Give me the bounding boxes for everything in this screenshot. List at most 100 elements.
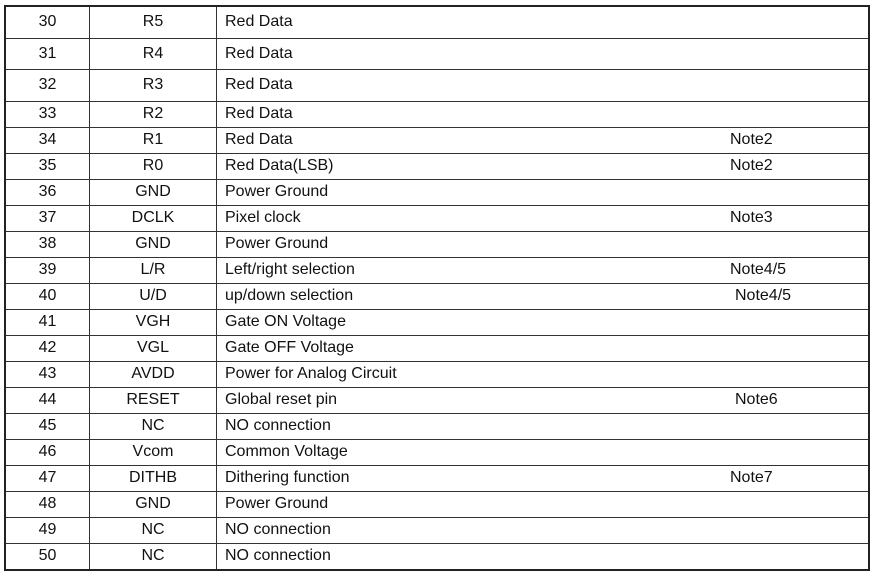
pin-description: Gate OFF Voltage [225,339,354,356]
pin-description-cell: Power Ground [216,230,870,258]
pin-symbol: GND [89,490,217,518]
pin-number: 30 [4,5,90,39]
pin-description: Power for Analog Circuit [225,365,397,382]
pin-description: Power Ground [225,235,329,252]
pin-description-cell: Left/right selection Note4/5 [216,256,870,284]
pin-symbol: R2 [89,100,217,128]
pin-description: Left/right selection [225,261,355,278]
pin-number: 32 [4,69,90,102]
table-row: 47 DITHB Dithering function Note7 [4,464,870,492]
pin-symbol: R1 [89,126,217,154]
pin-note: Note4/5 [735,287,792,304]
pin-number: 33 [4,100,90,128]
pin-number: 47 [4,464,90,492]
table-row: 50 NC NO connection [4,542,870,570]
pin-symbol: DCLK [89,204,217,232]
table-row: 41 VGH Gate ON Voltage [4,308,870,336]
pin-symbol: RESET [89,386,217,414]
pin-description-cell: NO connection [216,412,870,440]
pin-description: Power Ground [225,495,329,512]
pin-description-cell: Power Ground [216,490,870,518]
table-row: 35 R0 Red Data(LSB) Note2 [4,152,870,180]
pin-description: NO connection [225,547,331,564]
pin-symbol: L/R [89,256,217,284]
pin-symbol: R0 [89,152,217,180]
table-row: 42 VGL Gate OFF Voltage [4,334,870,362]
pin-description: Red Data [225,105,293,122]
pin-number: 42 [4,334,90,362]
pin-number: 38 [4,230,90,258]
table-row: 33 R2 Red Data [4,100,870,128]
pin-description-cell: Common Voltage [216,438,870,466]
pin-description: Dithering function [225,469,350,486]
pin-description-cell: NO connection [216,516,870,544]
pin-number: 48 [4,490,90,518]
pin-description-cell: Gate OFF Voltage [216,334,870,362]
pin-number: 36 [4,178,90,206]
table-row: 45 NC NO connection [4,412,870,440]
table-row: 44 RESET Global reset pin Note6 [4,386,870,414]
pin-description-cell: NO connection [216,542,870,570]
pin-description-cell: Power for Analog Circuit [216,360,870,388]
pin-description: Red Data [225,44,293,62]
pin-note: Note2 [730,131,773,148]
pin-description: NO connection [225,521,331,538]
pin-symbol: NC [89,516,217,544]
pin-description-cell: Red Data [216,5,870,39]
table-row: 31 R4 Red Data [4,37,870,70]
table-row: 43 AVDD Power for Analog Circuit [4,360,870,388]
pin-symbol: NC [89,412,217,440]
pin-description-cell: Red Data Note2 [216,126,870,154]
pin-description: Pixel clock [225,209,301,226]
pin-description: Global reset pin [225,391,338,408]
table-row: 46 Vcom Common Voltage [4,438,870,466]
pin-symbol: VGH [89,308,217,336]
pin-number: 50 [4,542,90,570]
pin-note: Note4/5 [730,261,787,278]
pin-description: NO connection [225,417,331,434]
pin-number: 39 [4,256,90,284]
pin-number: 45 [4,412,90,440]
pin-symbol: U/D [89,282,217,310]
pin-symbol: GND [89,230,217,258]
pin-description-cell: Dithering function Note7 [216,464,870,492]
table-row: 36 GND Power Ground [4,178,870,206]
pin-number: 49 [4,516,90,544]
pin-number: 37 [4,204,90,232]
pin-number: 43 [4,360,90,388]
pin-description-cell: Red Data [216,100,870,128]
pin-description: up/down selection [225,287,354,304]
table-row: 30 R5 Red Data [4,5,870,39]
pin-description-cell: Power Ground [216,178,870,206]
pin-description-cell: Pixel clock Note3 [216,204,870,232]
pin-description-cell: Red Data [216,69,870,102]
pin-symbol: R4 [89,37,217,70]
pin-number: 31 [4,37,90,70]
pin-note: Note2 [730,157,773,174]
pin-number: 40 [4,282,90,310]
pin-description-cell: Global reset pin Note6 [216,386,870,414]
pin-description: Power Ground [225,183,329,200]
pin-number: 34 [4,126,90,154]
table-row: 49 NC NO connection [4,516,870,544]
pin-description: Red Data(LSB) [225,157,334,174]
pin-description-cell: Gate ON Voltage [216,308,870,336]
pin-number: 35 [4,152,90,180]
pin-description: Common Voltage [225,443,348,460]
pin-symbol: R5 [89,5,217,39]
pin-description: Red Data [225,131,293,148]
pin-description-cell: up/down selection Note4/5 [216,282,870,310]
pin-symbol: DITHB [89,464,217,492]
pin-description: Gate ON Voltage [225,313,346,330]
pin-symbol: Vcom [89,438,217,466]
table-row: 38 GND Power Ground [4,230,870,258]
table-row: 34 R1 Red Data Note2 [4,126,870,154]
pin-symbol: VGL [89,334,217,362]
table-row: 37 DCLK Pixel clock Note3 [4,204,870,232]
pin-symbol: GND [89,178,217,206]
table-row: 32 R3 Red Data [4,69,870,102]
pin-number: 46 [4,438,90,466]
pin-description-cell: Red Data(LSB) Note2 [216,152,870,180]
pin-symbol: R3 [89,69,217,102]
pin-note: Note7 [730,469,773,486]
